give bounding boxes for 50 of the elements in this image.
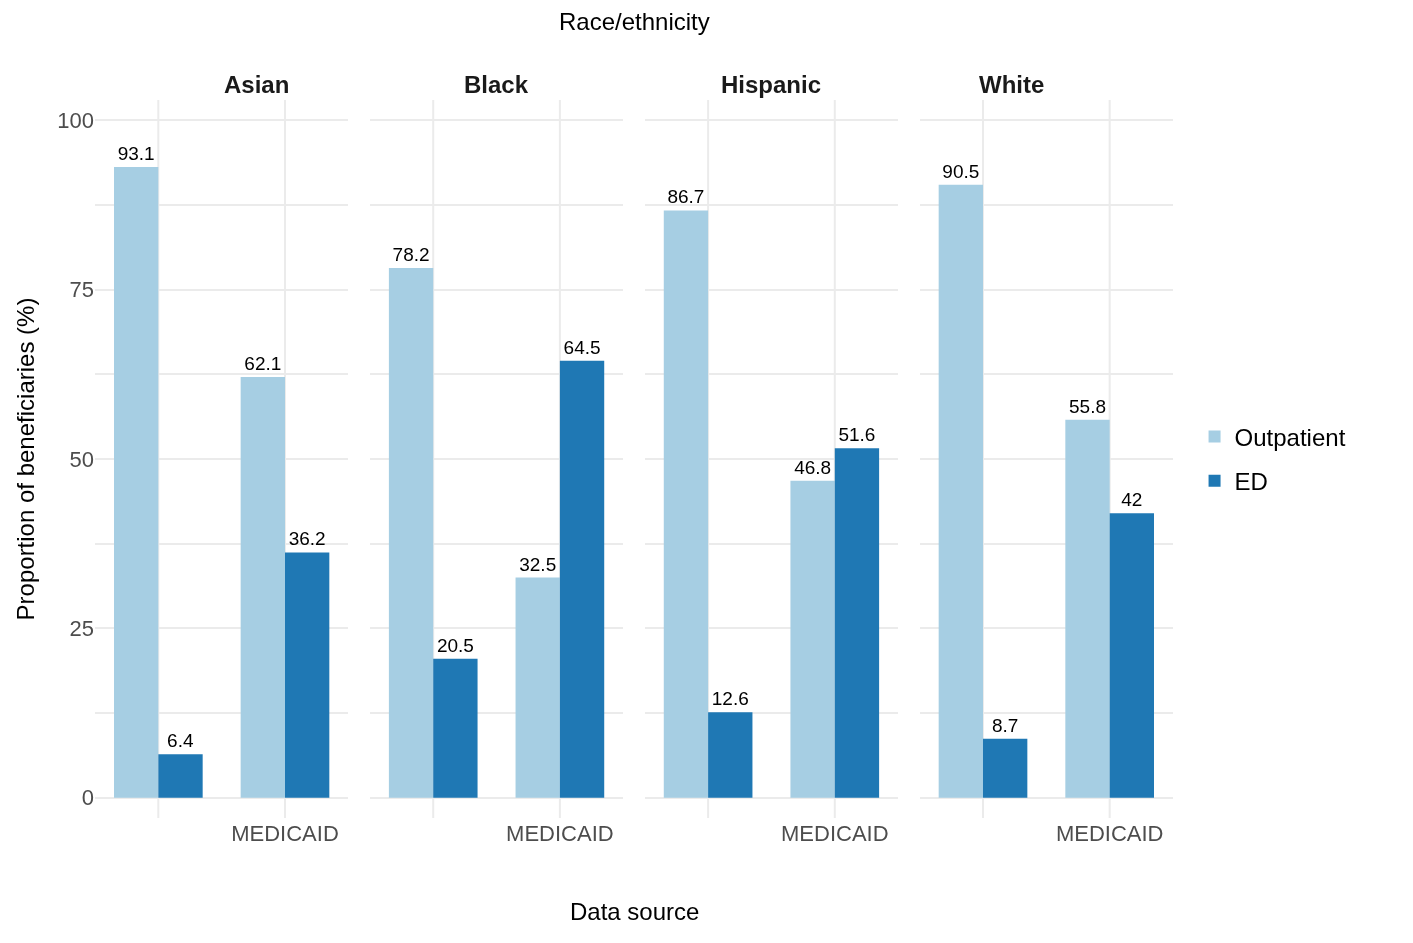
bar: [240, 377, 285, 798]
bar: [388, 267, 434, 798]
chart-title: Black: [464, 71, 529, 98]
bar: [559, 360, 605, 798]
bar: [285, 552, 330, 798]
y-tick-label: 75: [69, 277, 94, 303]
bar: [663, 210, 709, 798]
text: Data source: [570, 898, 700, 925]
x-tick-label: MEDICAID: [1055, 821, 1164, 846]
y-axis-title: Proportion of beneficiaries (%): [12, 297, 40, 621]
data-label: 93.1: [117, 143, 155, 165]
chart-title: White: [979, 71, 1045, 98]
data-label: 46.8: [794, 456, 832, 478]
bar: [158, 754, 203, 798]
data-label: 20.5: [436, 634, 474, 656]
bar: [708, 712, 753, 798]
data-label: 90.5: [942, 160, 980, 182]
bar: [433, 658, 478, 798]
legend-label: ED: [1234, 468, 1268, 496]
bar: [983, 738, 1028, 798]
y-tick-label: 25: [69, 616, 94, 642]
data-label: 55.8: [1069, 395, 1106, 417]
legend-label: Outpatient: [1234, 423, 1346, 451]
y-tick-label: 100: [57, 108, 94, 134]
data-label: 62.1: [244, 353, 282, 375]
data-label: 8.7: [991, 714, 1019, 736]
x-tick-label: MEDICAID: [231, 821, 339, 846]
chart-title: Hispanic: [721, 71, 822, 98]
y-tick-label: 50: [69, 446, 94, 472]
x-tick-label: MEDICAID: [506, 821, 614, 846]
data-label: 64.5: [563, 336, 601, 358]
data-label: 51.6: [838, 424, 876, 446]
chart-title: Asian: [224, 71, 290, 98]
data-label: 32.5: [519, 553, 557, 575]
bar: [834, 448, 880, 798]
text: Race/ethnicity: [559, 8, 710, 35]
data-label: 78.2: [392, 243, 430, 265]
data-label: 12.6: [711, 688, 749, 710]
data-label: 42: [1121, 489, 1143, 511]
bar: [515, 577, 560, 798]
data-label: 6.4: [167, 730, 194, 752]
y-tick-label: 0: [81, 785, 94, 811]
data-label: 86.7: [667, 186, 705, 208]
x-tick-label: MEDICAID: [781, 821, 889, 846]
bar: [790, 480, 835, 798]
bar: [938, 184, 983, 798]
bar: [1109, 513, 1154, 798]
data-label: 36.2: [288, 528, 326, 550]
bar: [114, 167, 159, 798]
bar: [1065, 419, 1110, 798]
